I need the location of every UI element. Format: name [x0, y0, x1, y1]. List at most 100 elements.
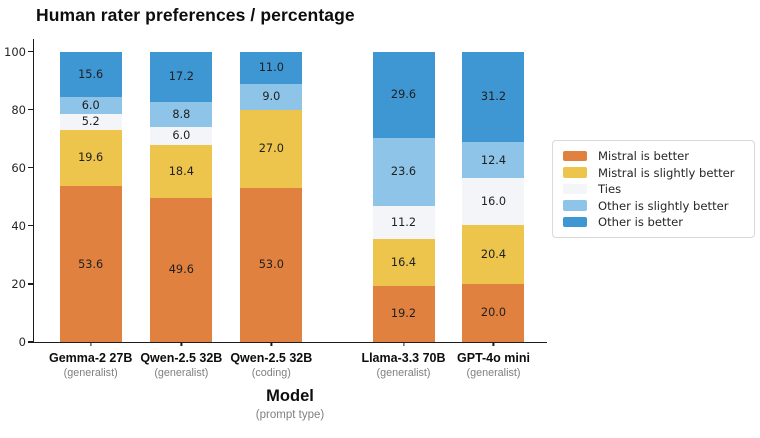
stacked-bar: 53.6 19.6 5.2 6.0 15.6 [59, 51, 122, 342]
bar-value-label: 49.6 [168, 263, 194, 277]
y-tick-label: 40 [11, 218, 26, 233]
bar-segment: 11.0 [240, 51, 303, 84]
legend-item: Other is better [563, 215, 744, 229]
legend-item: Ties [563, 182, 744, 196]
bar-segment: 15.6 [59, 51, 122, 98]
x-category-name: Gemma-2 27B [48, 351, 133, 365]
bar-value-label: 5.2 [81, 115, 100, 129]
y-tick-label: 0 [18, 335, 26, 349]
bar-value-label: 15.6 [78, 67, 104, 81]
bar-value-label: 6.0 [81, 99, 100, 113]
legend-label: Other is slightly better [598, 198, 729, 213]
bar-value-label: 53.0 [258, 258, 284, 272]
bar-segment: 8.8 [150, 101, 213, 128]
bar-value-label: 29.6 [390, 88, 417, 102]
bar-segment: 9.0 [240, 83, 303, 110]
bar-segment: 20.4 [462, 224, 525, 284]
bar-segment: 6.0 [59, 97, 122, 115]
bar-segment: 53.6 [59, 186, 122, 342]
x-category-sublabel: (generalist) [376, 367, 431, 379]
bar-value-label: 17.2 [168, 70, 194, 84]
legend-swatch [563, 150, 587, 162]
legend-label: Other is better [598, 215, 684, 229]
bar-segment: 12.4 [462, 142, 525, 179]
x-tick-mark [90, 342, 92, 346]
x-tick-mark [180, 342, 182, 346]
bar-segment: 5.2 [59, 114, 122, 130]
legend-item: Other is slightly better [563, 199, 744, 213]
legend: Mistral is better Mistral is slightly bet… [552, 140, 755, 238]
x-category-label: Qwen-2.5 32B (coding) [201, 351, 341, 380]
legend-label: Mistral is better [598, 149, 690, 163]
y-tick-mark [28, 341, 33, 343]
x-category-label: Gemma-2 27B (generalist) [21, 351, 161, 380]
x-category-sublabel: (generalist) [154, 367, 209, 379]
x-axis-title-group: Model (prompt type) [256, 387, 324, 421]
y-tick-mark [28, 109, 33, 111]
legend-swatch [563, 200, 587, 211]
y-tick-mark [28, 51, 33, 53]
bar-segment: 17.2 [150, 51, 213, 102]
bar-segment: 19.6 [59, 129, 122, 187]
bar-segment: 6.0 [150, 127, 213, 145]
bar-segment: 49.6 [150, 198, 213, 342]
x-axis-title: Model [266, 387, 314, 405]
bar-segment: 16.4 [372, 238, 435, 287]
stacked-bar: 53.0 27.0 9.0 11.0 [240, 51, 303, 342]
stacked-bar: 49.6 18.4 6.0 8.8 17.2 [150, 51, 213, 342]
stacked-bar: 19.2 16.4 11.2 23.6 29.6 [372, 51, 435, 342]
legend-swatch [563, 216, 587, 228]
stacked-bar: 20.0 20.4 16.0 12.4 31.2 [462, 51, 525, 342]
legend-label: Mistral is slightly better [598, 165, 735, 180]
bar-value-label: 9.0 [262, 90, 281, 104]
bar-segment: 11.2 [372, 206, 435, 239]
bar-segment: 18.4 [150, 144, 213, 199]
bar-value-label: 19.2 [390, 307, 417, 321]
bar-segment: 29.6 [372, 51, 435, 138]
x-category-name: GPT-4o mini [457, 351, 530, 365]
legend-swatch [563, 167, 587, 178]
bar-segment: 31.2 [462, 51, 525, 143]
bar-value-label: 18.4 [168, 164, 194, 178]
bar-segment: 20.0 [462, 283, 525, 342]
bar-value-label: 8.8 [172, 107, 191, 121]
bar-segment: 23.6 [372, 137, 435, 207]
bar-value-label: 16.4 [390, 255, 417, 269]
x-tick-mark [270, 342, 272, 346]
x-category-sublabel: (coding) [251, 367, 291, 379]
bar-value-label: 53.6 [78, 257, 104, 271]
x-category-name: Qwen-2.5 32B [140, 351, 223, 365]
legend-item: Mistral is slightly better [563, 166, 744, 180]
bar-value-label: 11.0 [258, 61, 284, 75]
y-tick-label: 20 [11, 276, 26, 291]
x-tick-mark [492, 342, 495, 346]
y-tick-label: 80 [11, 102, 26, 117]
bar-value-label: 31.2 [480, 90, 507, 104]
x-category-sublabel: (generalist) [63, 367, 118, 379]
plot-area: 0 20 40 60 80 100 53.6 19.6 5.2 6.0 15.6 Gemma-2 27… [4, 39, 547, 379]
bar-segment: 53.0 [240, 188, 303, 342]
bar-segment: 16.0 [462, 178, 525, 225]
x-category-name: Llama-3.3 70B [361, 351, 446, 365]
y-tick-mark [28, 167, 33, 169]
bar-value-label: 20.0 [480, 306, 507, 320]
y-tick-mark [28, 225, 33, 227]
x-category-label: GPT-4o mini (generalist) [423, 351, 563, 380]
bar-value-label: 20.4 [480, 247, 507, 261]
y-tick-mark [28, 283, 33, 285]
x-category-label: Llama-3.3 70B (generalist) [334, 351, 474, 380]
legend-item: Mistral is better [563, 149, 744, 163]
bar-value-label: 12.4 [480, 153, 507, 167]
bar-value-label: 23.6 [390, 165, 417, 179]
bar-value-label: 27.0 [258, 142, 284, 156]
bar-value-label: 11.2 [390, 215, 417, 229]
x-category-name: Qwen-2.5 32B [230, 351, 313, 365]
x-axis-subtitle: (prompt type) [255, 409, 325, 421]
y-tick-label: 60 [11, 160, 26, 175]
bar-segment: 19.2 [372, 286, 435, 342]
bar-value-label: 16.0 [480, 194, 507, 208]
bar-value-label: 6.0 [172, 129, 191, 143]
x-tick-mark [402, 342, 405, 346]
legend-label: Ties [598, 182, 622, 196]
